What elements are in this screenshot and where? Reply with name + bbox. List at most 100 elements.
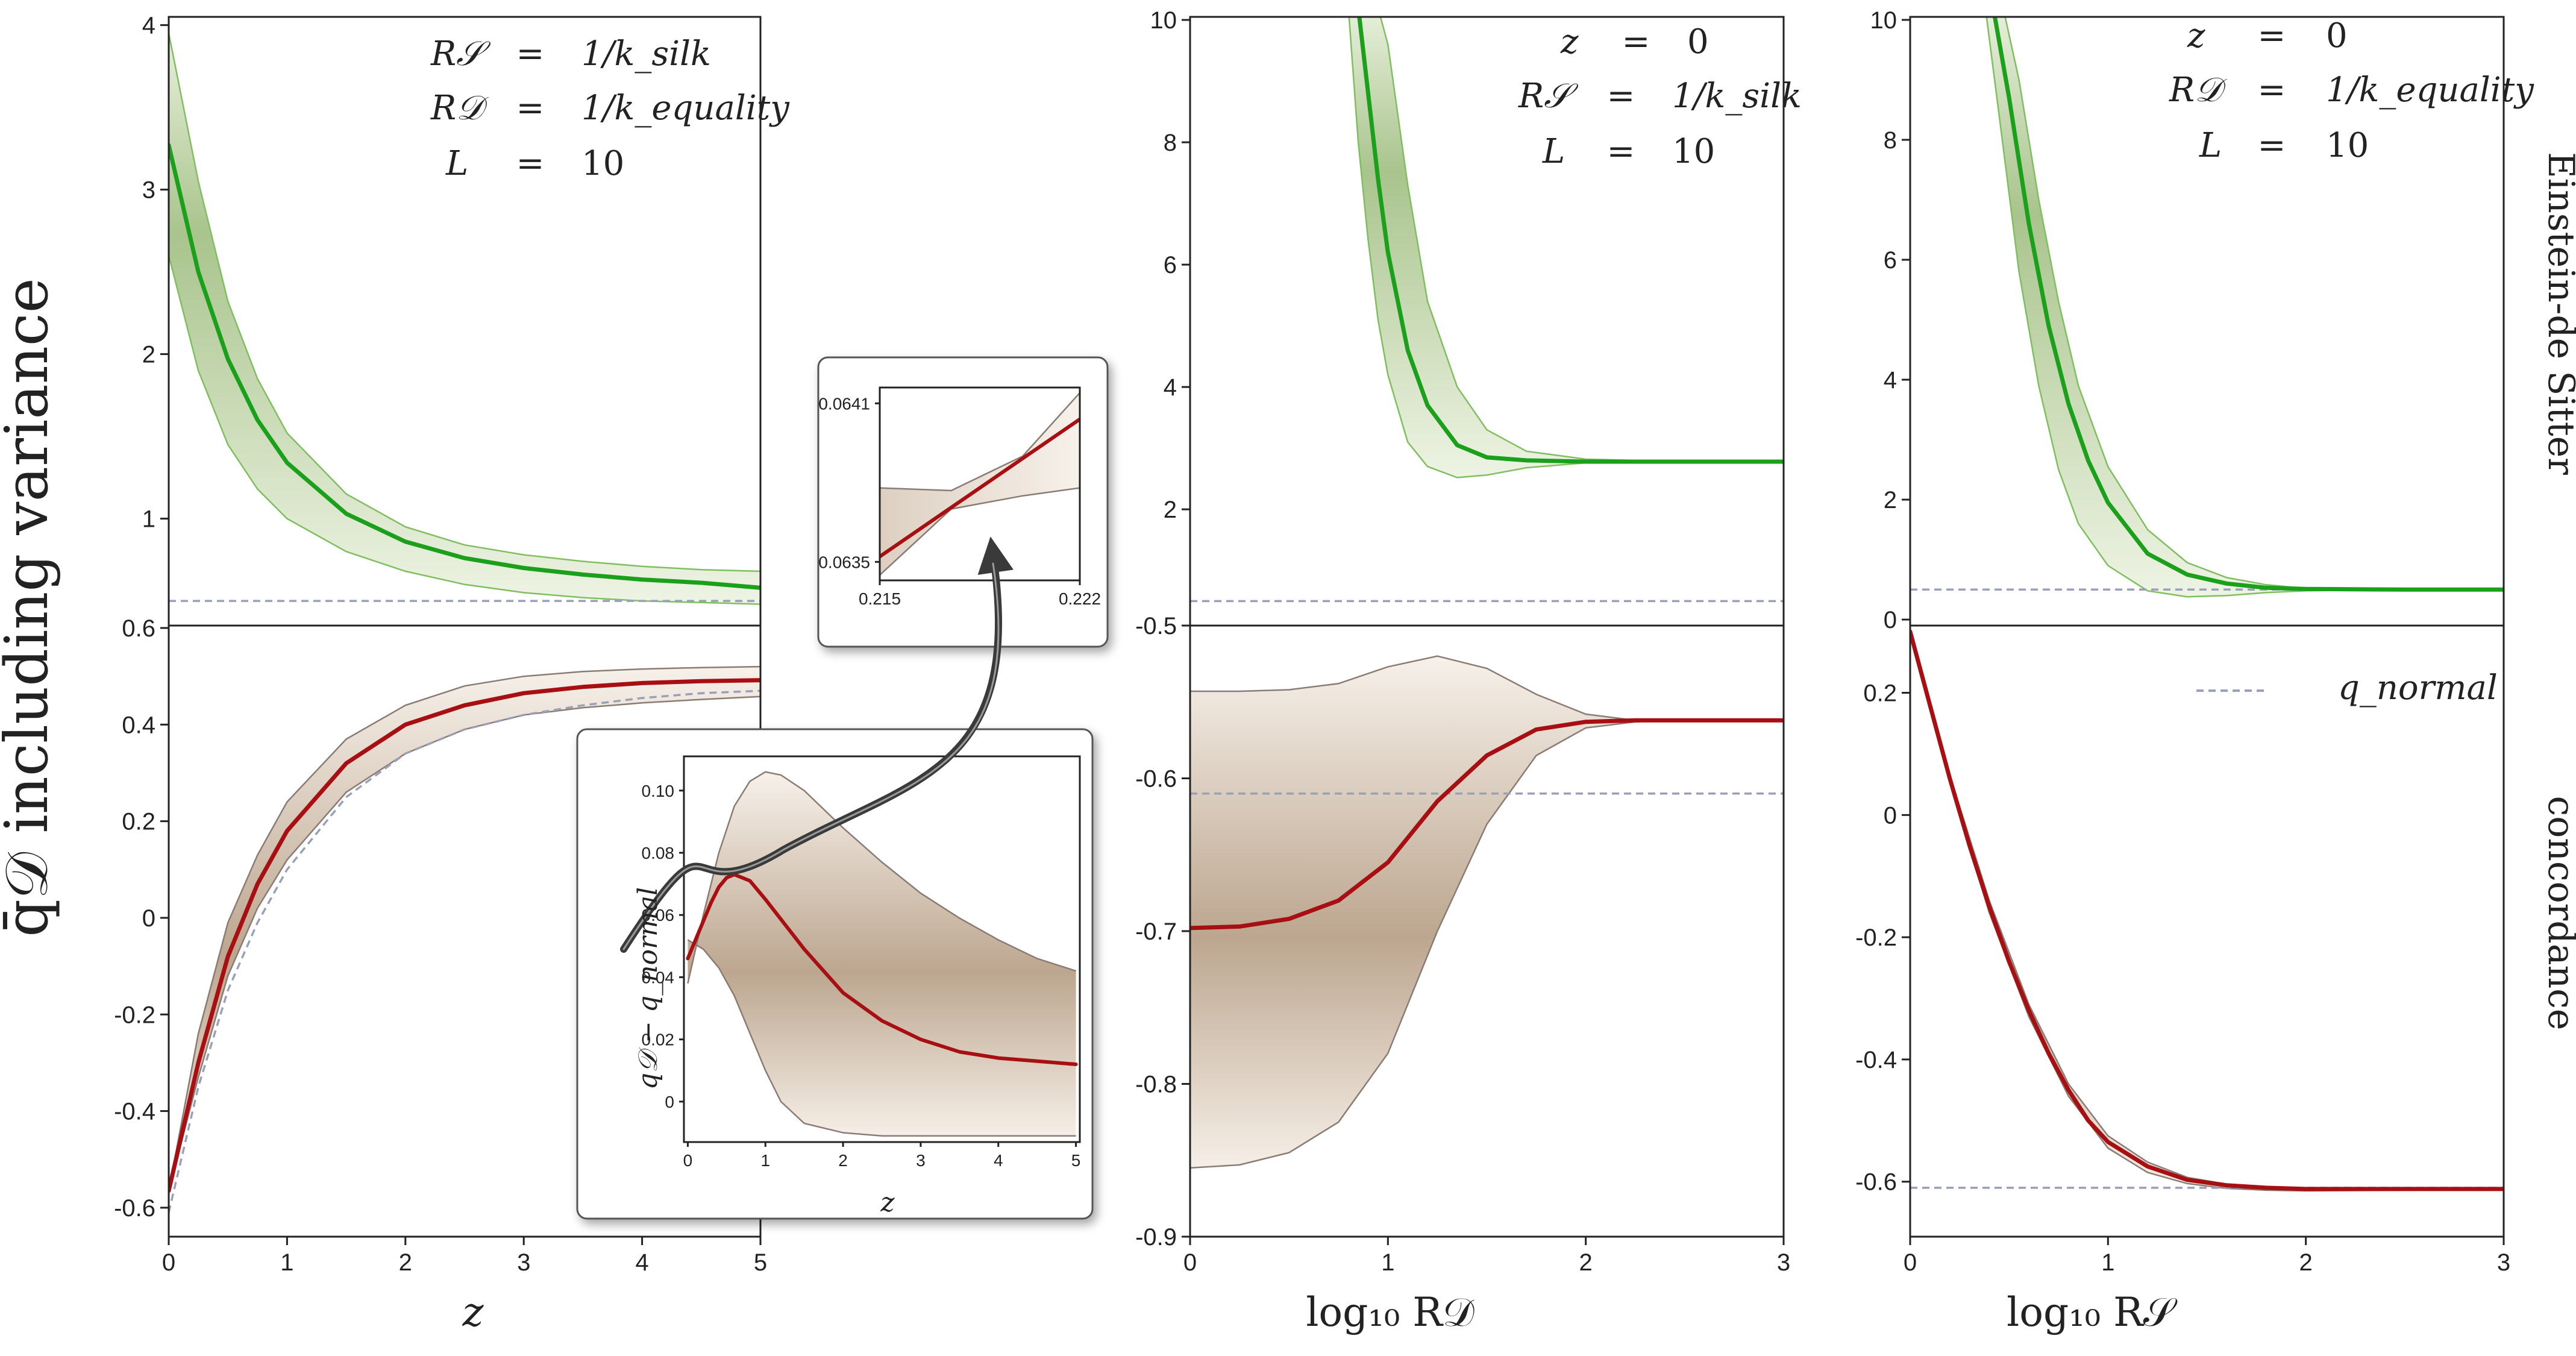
- panel-left-top: 1 2 3 4: [142, 13, 762, 627]
- side-label-top: Einstein-de Sitter: [2540, 152, 2576, 475]
- ann-right-r2-c1: R𝒟: [2169, 71, 2227, 110]
- inset-difference-x-label: z: [880, 1187, 895, 1218]
- inset-zoom-xtick-label-0: 0.215: [859, 589, 901, 608]
- mid-bottom-ytick-label-1: -0.8: [1135, 1072, 1177, 1098]
- inset-zoom-band-upper-edge: [880, 392, 1080, 492]
- mid-bottom-xtick-label-3: 3: [1777, 1249, 1790, 1276]
- left-bottom-xtick-label-3: 3: [517, 1249, 530, 1276]
- annotation-left: R𝒮 = 1/k_silk R𝒟 = 1/k_equality L = 10: [430, 34, 790, 183]
- ann-right-r1-c3: 0: [2326, 16, 2348, 55]
- inset-difference-xtick-label-2: 2: [838, 1151, 848, 1170]
- ann-mid-r3-c1: L: [1542, 132, 1565, 171]
- left-bottom-ytick-label-5: 0.4: [122, 712, 155, 738]
- mid-top-mean-line: [1357, 17, 1784, 464]
- right-top-ytick-label-2: 4: [1884, 367, 1897, 394]
- right-top-ytick-label-3: 6: [1884, 247, 1897, 274]
- inset-difference-plot-area: [686, 771, 1078, 1137]
- mid-bottom-mean-line: [1190, 718, 1784, 931]
- inset-difference-xtick-label-0: 0: [683, 1151, 693, 1170]
- ann-mid-r3-c3: 10: [1672, 132, 1715, 171]
- ann-right-r3-c1: L: [2199, 126, 2222, 165]
- mid-top-ytick-label-4: 10: [1150, 7, 1177, 34]
- panel-right-bottom: -0.6 -0.4 -0.2 0 0.2 0 1 2 3: [1855, 624, 2510, 1276]
- ann-left-r3-c2: =: [516, 144, 545, 183]
- inset-difference-ytick-label-0: 0: [665, 1093, 674, 1111]
- inset-zoom-ytick-label-1: 0.0641: [818, 394, 870, 413]
- panel-right-top: 0 2 4 6 8 10: [1870, 7, 2505, 633]
- mid-top-ytick-label-3: 8: [1164, 130, 1177, 156]
- inset-zoom-frame: [879, 386, 1081, 582]
- mid-bottom-plot-area: [1190, 655, 1784, 1169]
- mid-bottom-ytick-label-2: -0.7: [1135, 918, 1177, 945]
- ann-right-r2-c3: 1/k_equality: [2326, 71, 2534, 110]
- inset-zoom-variance-band: [880, 392, 1080, 576]
- inset-zoom-mean-line: [880, 417, 1080, 559]
- ann-left-r2-c1: R𝒟: [430, 89, 489, 128]
- x-axis-label-right: log₁₀ R𝒮: [2007, 1289, 2178, 1336]
- right-bottom-ytick-label-1: -0.4: [1855, 1047, 1897, 1073]
- right-bottom-band-upper-edge: [1910, 631, 2504, 1190]
- inset-difference-xtick-label-4: 4: [994, 1151, 1003, 1170]
- ann-left-r3-c1: L: [445, 144, 468, 183]
- left-top-ytick-label-0: 1: [142, 506, 155, 533]
- left-bottom-xtick-label-1: 1: [280, 1249, 293, 1276]
- ann-mid-r1-c2: =: [1622, 22, 1650, 61]
- left-bottom-xtick-label-2: 2: [399, 1249, 412, 1276]
- ann-right-r1-c1: z: [2187, 16, 2205, 55]
- left-top-ytick-label-3: 4: [142, 13, 155, 39]
- mid-bottom-ytick-label-0: -0.9: [1135, 1224, 1177, 1251]
- legend: q_normal: [2196, 668, 2498, 708]
- annotation-right: z = 0 R𝒟 = 1/k_equality L = 10: [2169, 16, 2534, 165]
- panel-mid-bottom: -0.9 -0.8 -0.7 -0.6 -0.5 0 1 2 3: [1135, 613, 1790, 1276]
- inset-zoom-band-lower-edge: [880, 487, 1080, 576]
- ann-mid-r1-c1: z: [1560, 22, 1579, 61]
- mid-bottom-xtick-label-1: 1: [1381, 1249, 1394, 1276]
- left-top-band-upper-edge: [169, 33, 760, 573]
- ann-mid-r2-c1: R𝒮: [1518, 77, 1579, 116]
- ann-right-r2-c2: =: [2258, 71, 2286, 110]
- left-top-ytick-label-1: 2: [142, 342, 155, 368]
- inset-zoom-plot-area: [880, 392, 1080, 576]
- left-top-mean-line: [169, 143, 760, 590]
- left-top-plot-area: [169, 33, 760, 605]
- ann-mid-r3-c2: =: [1607, 132, 1635, 171]
- right-bottom-frame: [1909, 624, 2505, 1238]
- left-bottom-xtick-label-0: 0: [162, 1249, 175, 1276]
- inset-difference-ytick-label-1: 0.02: [642, 1031, 675, 1049]
- mid-bottom-ytick-label-3: -0.6: [1135, 766, 1177, 793]
- ann-mid-r2-c2: =: [1607, 77, 1635, 116]
- left-bottom-xtick-label-5: 5: [754, 1249, 767, 1276]
- inset-difference-y-label: q𝒟 − q_normal: [633, 887, 663, 1090]
- zoom-arrow-highlight: [622, 562, 1000, 950]
- mid-top-ytick-label-2: 6: [1164, 252, 1177, 278]
- inset-difference-band-lower-edge: [687, 939, 1076, 1137]
- inset-difference-xtick-label-3: 3: [916, 1151, 926, 1170]
- right-bottom-ytick-label-4: 0.2: [1863, 680, 1897, 707]
- ann-mid-r1-c3: 0: [1687, 22, 1709, 61]
- left-bottom-band-upper-edge: [169, 665, 760, 1191]
- ann-right-r3-c3: 10: [2326, 126, 2369, 165]
- right-top-ytick-label-4: 8: [1884, 127, 1897, 154]
- ann-right-r3-c2: =: [2258, 126, 2286, 165]
- mid-bottom-ytick-label-4: -0.5: [1135, 613, 1177, 639]
- left-bottom-ytick-label-0: -0.6: [114, 1195, 155, 1222]
- inset-zoom-ytick-label-0: 0.0635: [818, 553, 870, 571]
- inset-difference-ytick-label-5: 0.10: [642, 782, 675, 800]
- left-bottom-ytick-label-4: 0.2: [122, 809, 155, 835]
- panel-left-bottom: -0.6 -0.4 -0.2 0 0.2 0.4 0.6 0 1 2 3 4 5: [114, 615, 767, 1276]
- x-axis-label-mid: log₁₀ R𝒟: [1306, 1289, 1474, 1336]
- right-bottom-ytick-label-0: -0.6: [1855, 1169, 1897, 1196]
- left-bottom-plot-area: [169, 665, 760, 1213]
- inset-difference-xtick-label-5: 5: [1071, 1151, 1081, 1170]
- ann-left-r3-c3: 10: [581, 144, 624, 183]
- mid-top-plot-area: [1190, 17, 1784, 603]
- right-top-ytick-label-5: 10: [1870, 7, 1898, 34]
- right-top-plot-area: [1910, 17, 2504, 598]
- right-bottom-band-lower-edge: [1910, 631, 2504, 1192]
- left-bottom-mean-line: [169, 678, 760, 1193]
- right-top-mean-line: [1992, 17, 2504, 592]
- right-bottom-xtick-label-3: 3: [2497, 1249, 2510, 1276]
- mid-bottom-variance-band: [1190, 656, 1784, 1168]
- panel-inset-difference: 00.020.040.060.080.100 1 2 3 4 5: [642, 755, 1081, 1170]
